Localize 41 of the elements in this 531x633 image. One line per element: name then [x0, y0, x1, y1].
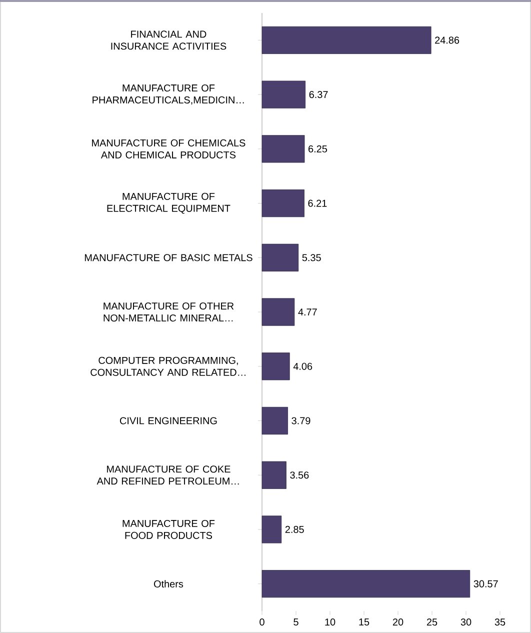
- x-tick-label: 30: [460, 618, 472, 626]
- data-label: 2.85: [285, 526, 304, 533]
- x-tick-label: 20: [392, 618, 404, 626]
- y-tick-label: COMPUTER PROGRAMMING, CONSULTANCY AND RELATED…: [90, 356, 246, 376]
- bar: [262, 298, 295, 326]
- bar: [262, 189, 304, 218]
- y-tick-label: MANUFACTURE OF CHEMICALS AND CHEMICAL PRODUCTS: [92, 139, 246, 158]
- data-label: 3.79: [292, 417, 310, 424]
- data-label: 30.57: [474, 580, 498, 588]
- x-tick-label: 10: [325, 618, 336, 626]
- bar: [262, 80, 306, 108]
- bar: [262, 135, 305, 163]
- bar: [262, 406, 288, 435]
- y-tick-label: MANUFACTURE OF BASIC METALS: [84, 254, 252, 262]
- x-tick-label: 25: [426, 618, 438, 626]
- data-label: 6.21: [308, 200, 327, 207]
- y-tick-label: MANUFACTURE OF ELECTRICAL EQUIPMENT: [107, 192, 230, 214]
- bar: [262, 26, 432, 54]
- y-tick-label: Others: [154, 580, 184, 588]
- y-tick-label: MANUFACTURE OF FOOD PRODUCTS: [122, 520, 215, 539]
- x-tick-label: 0: [260, 618, 264, 626]
- bar: [262, 244, 299, 272]
- y-tick-label: MANUFACTURE OF COKE AND REFINED PETROLEUM…: [96, 466, 239, 485]
- data-label: 6.25: [308, 145, 327, 152]
- x-tick-label: 5: [294, 618, 298, 626]
- data-label: 6.37: [309, 91, 328, 98]
- data-label: 4.77: [298, 308, 317, 316]
- bar: [262, 516, 282, 544]
- bar: [262, 461, 286, 489]
- bar: [262, 352, 290, 380]
- x-tick-label: 15: [359, 618, 370, 626]
- data-label: 4.06: [293, 362, 312, 370]
- x-tick-label: 35: [494, 618, 506, 626]
- data-label: 5.35: [302, 254, 321, 262]
- y-tick-label: MANUFACTURE OF OTHER NON-METALLIC MINERAL…: [104, 302, 234, 322]
- bar: [262, 570, 470, 598]
- y-tick-label: CIVIL ENGINEERING: [120, 417, 217, 424]
- data-label: 3.56: [290, 472, 309, 479]
- y-tick-label: FINANCIAL AND INSURANCE ACTIVITIES: [111, 30, 226, 50]
- data-label: 24.86: [435, 36, 460, 44]
- y-tick-label: MANUFACTURE OF PHARMACEUTICALS,MEDICIN…: [92, 84, 244, 105]
